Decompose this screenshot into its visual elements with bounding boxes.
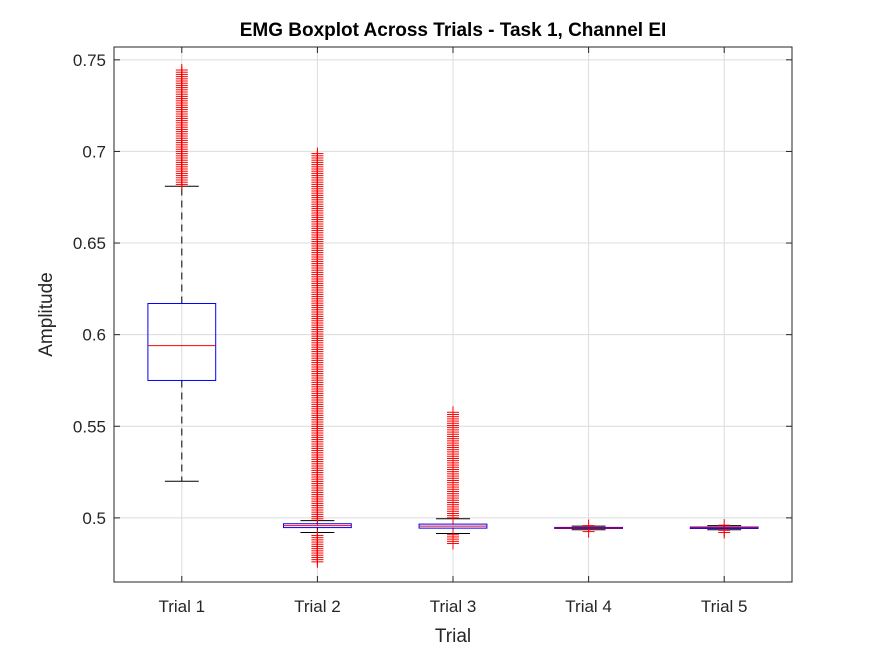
x-tick-label: Trial 5	[701, 597, 748, 616]
iqr-box	[147, 303, 217, 381]
box-group-2	[283, 147, 352, 568]
chart-title: EMG Boxplot Across Trials - Task 1, Chan…	[240, 20, 667, 41]
y-tick-label: 0.7	[82, 142, 106, 161]
box-group-1	[147, 64, 217, 482]
y-axis-label: Amplitude	[36, 272, 57, 357]
y-tick-label: 0.75	[73, 51, 106, 70]
y-tick-label: 0.5	[82, 509, 106, 528]
y-tick-label: 0.65	[73, 234, 106, 253]
box-group-5	[689, 519, 759, 539]
tick-layer: 0.5 0.55 0.6 0.65 0.7 0.75 Trial 1 Trial 2 Trial…	[73, 47, 792, 616]
x-tick-label: Trial 4	[565, 597, 612, 616]
box-group-3	[418, 406, 488, 550]
plot-layer	[147, 64, 759, 568]
grid-layer	[114, 47, 792, 582]
x-tick-label: Trial 1	[158, 597, 205, 616]
box-group-4	[554, 519, 624, 538]
x-axis-label: Trial	[435, 626, 471, 647]
y-tick-label: 0.6	[82, 326, 106, 345]
x-tick-label: Trial 2	[294, 597, 341, 616]
y-tick-label: 0.55	[73, 417, 106, 436]
x-tick-label: Trial 3	[430, 597, 477, 616]
